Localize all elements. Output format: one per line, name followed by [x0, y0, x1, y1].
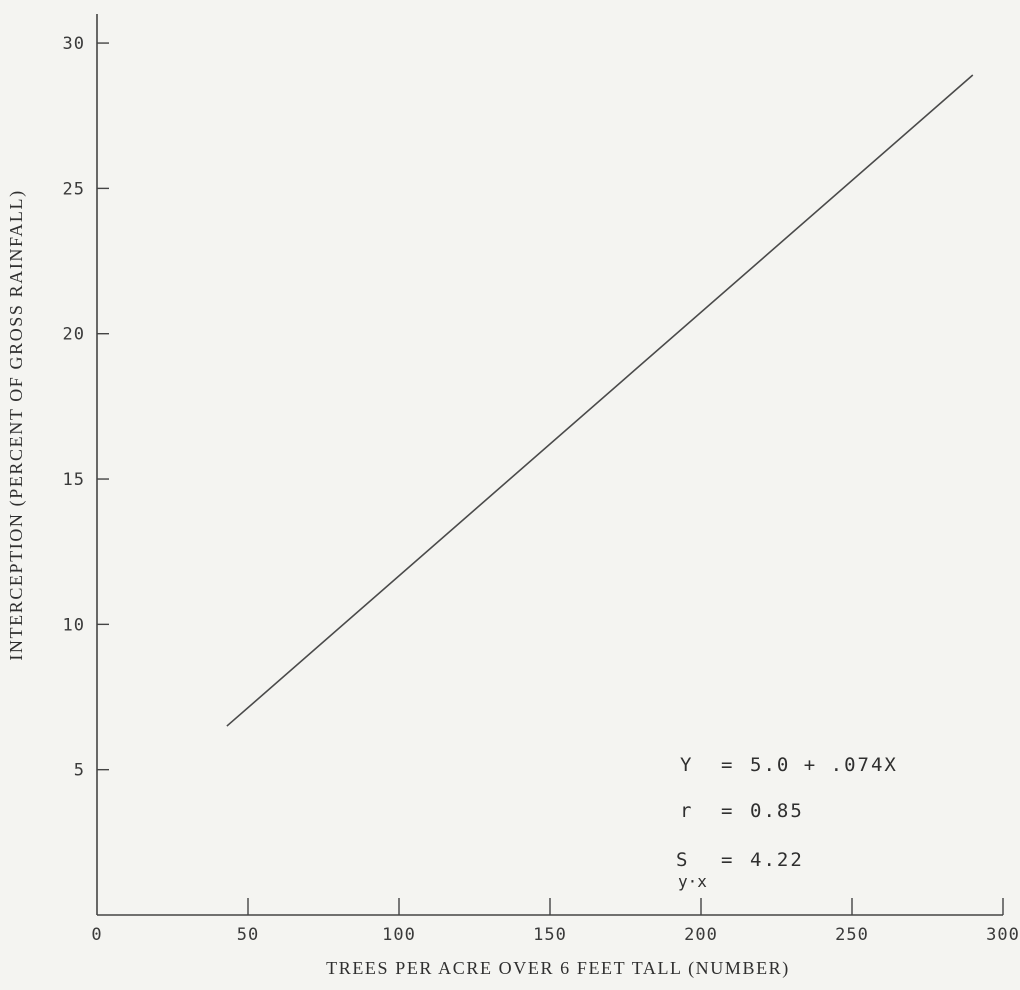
syx-rhs: 4.22 — [750, 849, 804, 871]
x-tick-label: 200 — [684, 925, 718, 945]
y-ticks: 5 10 15 20 25 30 — [63, 34, 109, 781]
x-axis-title: TREES PER ACRE OVER 6 FEET TALL (NUMBER) — [326, 958, 790, 979]
equation-equals: = — [721, 754, 732, 776]
x-tick-label: 150 — [533, 925, 567, 945]
x-tick-label: 50 — [237, 925, 259, 945]
axes — [96, 14, 1003, 916]
y-tick-label: 30 — [63, 34, 85, 54]
series-group — [226, 74, 974, 727]
x-tick-label: 300 — [986, 925, 1020, 945]
x-tick-label: 100 — [382, 925, 416, 945]
equation-rhs: 5.0 + .074X — [750, 754, 898, 776]
x-tick-label: 0 — [91, 925, 102, 945]
y-tick-label: 15 — [63, 470, 85, 490]
syx-annotation: S y·x = 4.22 — [676, 849, 804, 891]
x-tick-label: 250 — [835, 925, 869, 945]
syx-lhs: S — [676, 849, 687, 871]
r-equals: = — [721, 800, 732, 822]
y-tick-label: 25 — [63, 179, 85, 199]
y-tick-label: 5 — [74, 761, 85, 781]
y-tick-label: 10 — [63, 615, 85, 635]
r-lhs: r — [680, 800, 691, 822]
regression-line — [226, 74, 974, 727]
y-axis-title: INTERCEPTION (PERCENT OF GROSS RAINFALL) — [6, 189, 27, 660]
y-tick-label: 20 — [63, 325, 85, 345]
x-ticks: 0 50 100 150 200 250 300 — [91, 898, 1019, 945]
syx-subscript: y·x — [678, 872, 707, 891]
r-annotation: r = 0.85 — [680, 800, 804, 822]
regression-annotations: Y = 5.0 + .074X r = 0.85 S y·x = 4.22 — [676, 754, 898, 891]
r-rhs: 0.85 — [750, 800, 804, 822]
equation-lhs: Y — [680, 754, 692, 776]
equation-annotation: Y = 5.0 + .074X — [680, 754, 898, 776]
syx-equals: = — [721, 849, 732, 871]
